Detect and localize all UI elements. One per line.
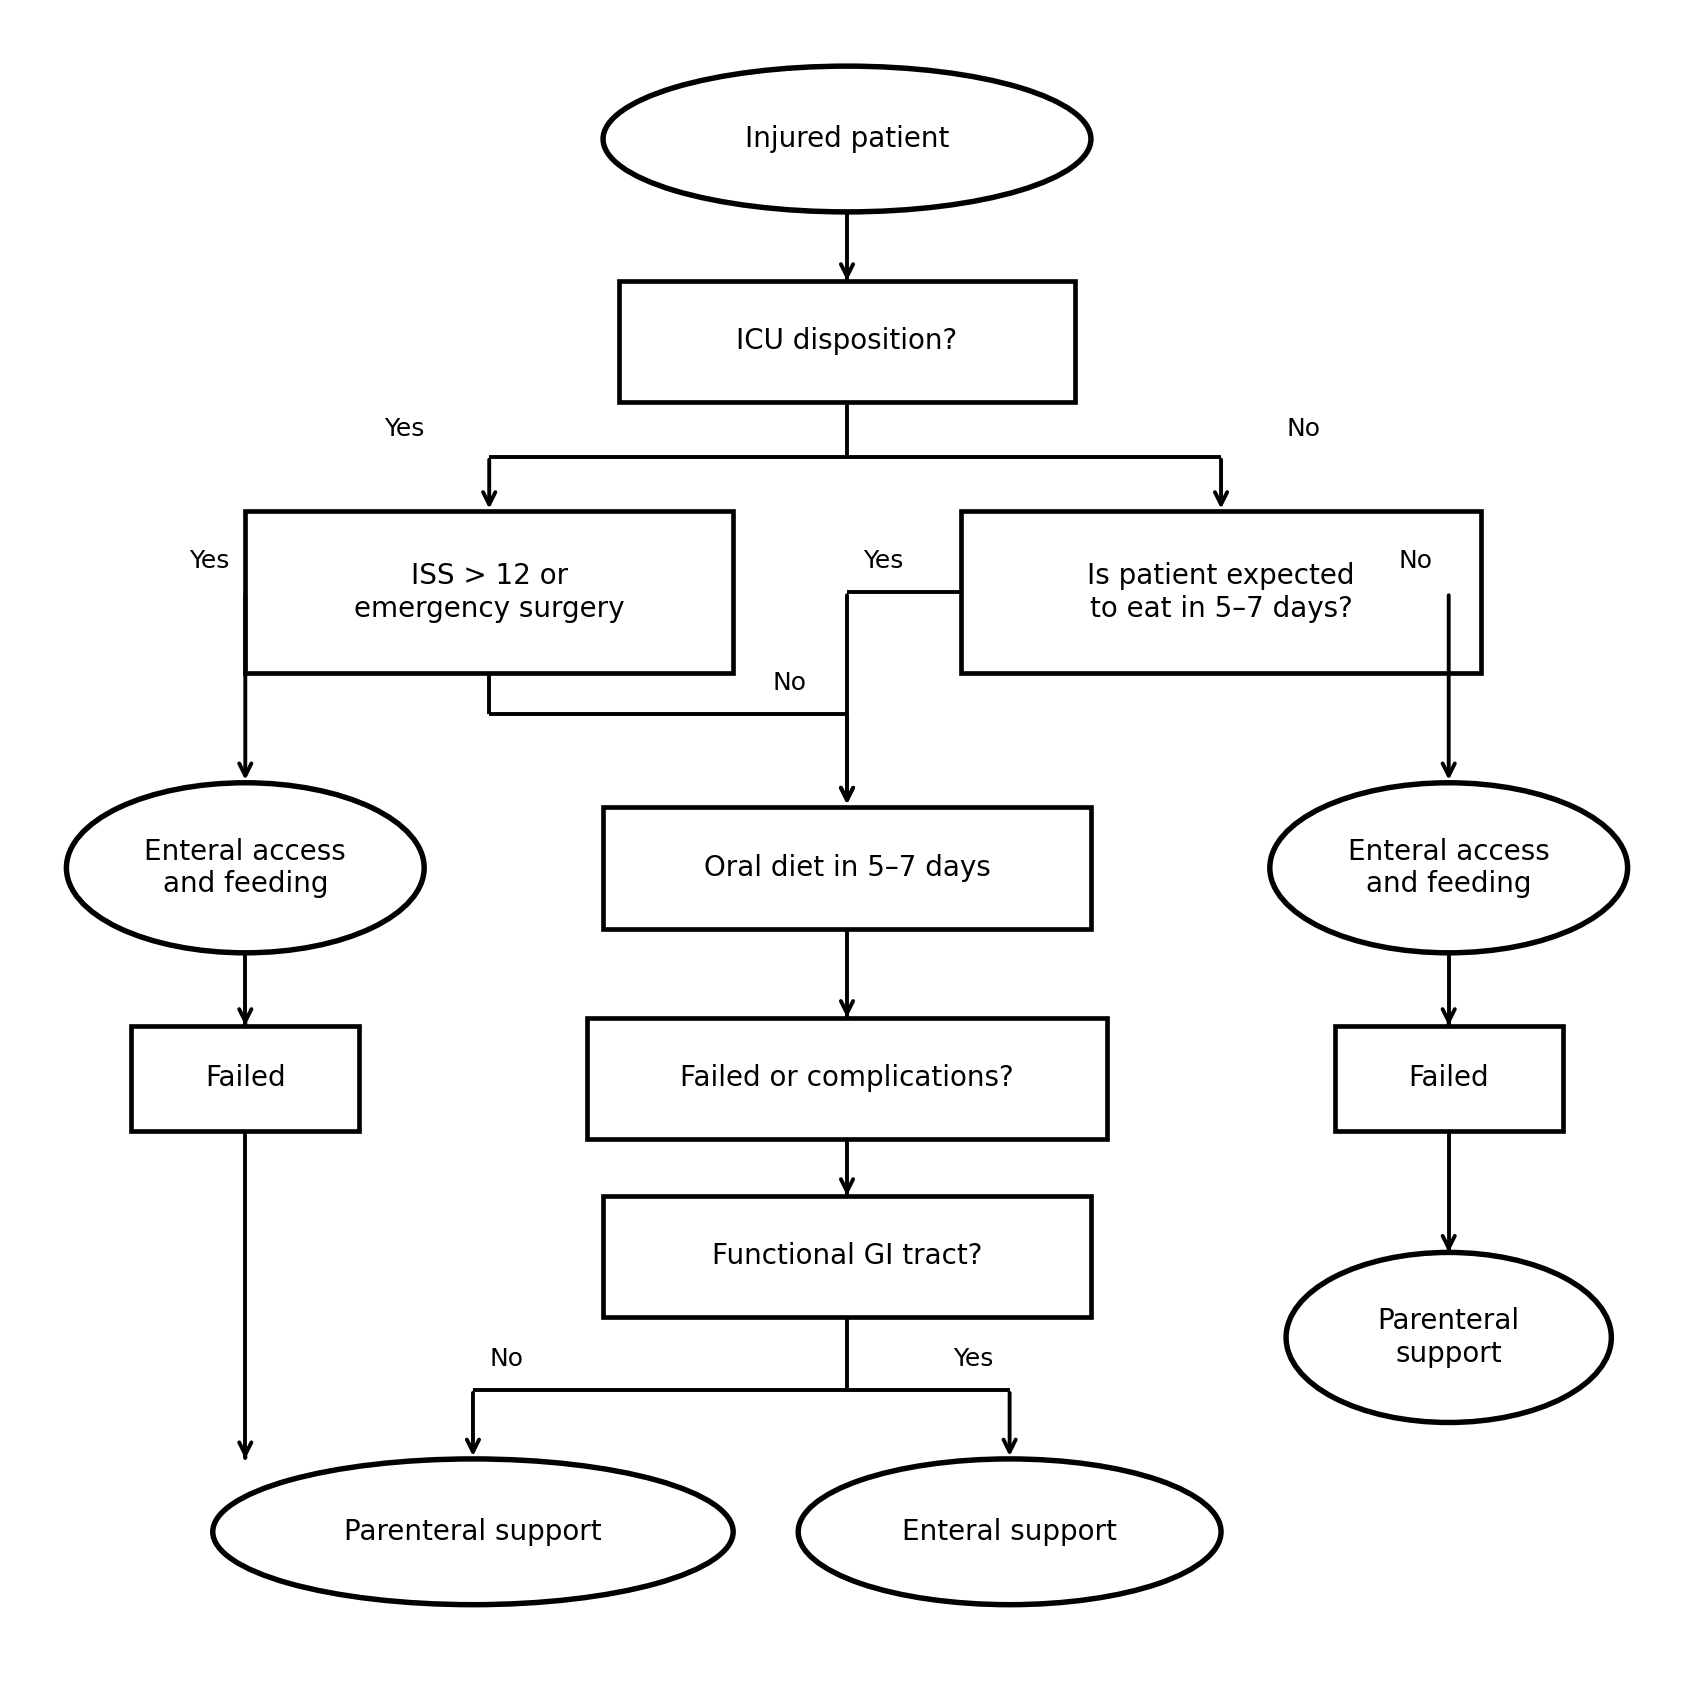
Text: Parenteral support: Parenteral support — [344, 1518, 601, 1545]
Ellipse shape — [1286, 1252, 1611, 1422]
FancyBboxPatch shape — [132, 1026, 359, 1130]
FancyBboxPatch shape — [586, 1017, 1108, 1139]
Text: Enteral access
and feeding: Enteral access and feeding — [1348, 837, 1550, 897]
Text: Oral diet in 5–7 days: Oral diet in 5–7 days — [703, 854, 991, 882]
Text: No: No — [1399, 548, 1433, 574]
Text: Parenteral
support: Parenteral support — [1377, 1307, 1520, 1368]
Text: Injured patient: Injured patient — [745, 125, 949, 154]
Text: Failed: Failed — [1408, 1064, 1489, 1091]
FancyBboxPatch shape — [960, 511, 1481, 673]
FancyBboxPatch shape — [603, 806, 1091, 928]
Text: Yes: Yes — [188, 548, 229, 574]
Ellipse shape — [1270, 783, 1628, 953]
Text: Yes: Yes — [385, 417, 424, 440]
Ellipse shape — [798, 1459, 1221, 1604]
Ellipse shape — [603, 66, 1091, 213]
Text: No: No — [1286, 417, 1320, 440]
Text: No: No — [772, 670, 806, 695]
FancyBboxPatch shape — [620, 280, 1074, 402]
FancyBboxPatch shape — [603, 1196, 1091, 1318]
Text: Failed or complications?: Failed or complications? — [679, 1064, 1015, 1091]
Text: ICU disposition?: ICU disposition? — [737, 327, 957, 356]
FancyBboxPatch shape — [246, 511, 734, 673]
Text: Enteral access
and feeding: Enteral access and feeding — [144, 837, 346, 897]
Text: Yes: Yes — [864, 548, 903, 574]
Text: Functional GI tract?: Functional GI tract? — [711, 1243, 983, 1270]
Ellipse shape — [213, 1459, 734, 1604]
Text: Enteral support: Enteral support — [903, 1518, 1116, 1545]
Text: Is patient expected
to eat in 5–7 days?: Is patient expected to eat in 5–7 days? — [1088, 562, 1355, 623]
Text: Yes: Yes — [954, 1346, 993, 1370]
Text: ISS > 12 or
emergency surgery: ISS > 12 or emergency surgery — [354, 562, 625, 623]
Ellipse shape — [66, 783, 424, 953]
FancyBboxPatch shape — [1335, 1026, 1562, 1130]
Text: No: No — [490, 1346, 523, 1370]
Text: Failed: Failed — [205, 1064, 286, 1091]
